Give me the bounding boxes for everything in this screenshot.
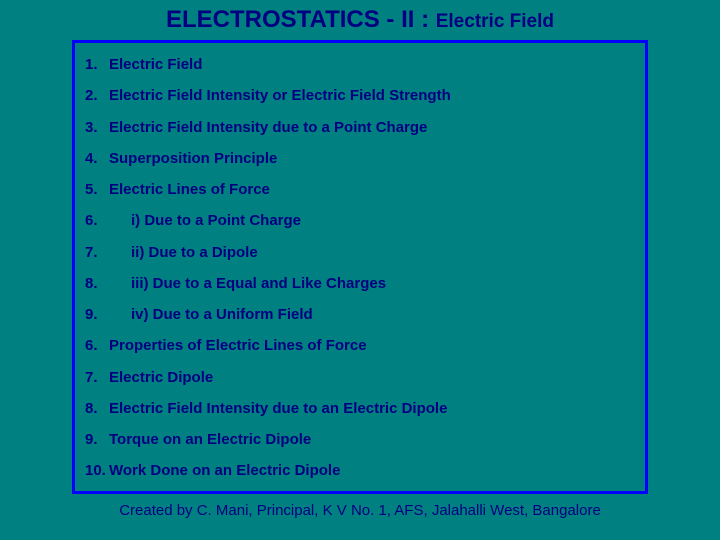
item-text: Electric Field Intensity due to an Elect…	[109, 400, 447, 417]
list-item: 3. Electric Field Intensity due to a Poi…	[83, 112, 637, 143]
item-number: 9.	[85, 431, 109, 448]
item-number: 5.	[85, 181, 109, 198]
item-text: iii) Due to a Equal and Like Charges	[109, 275, 386, 292]
title-sub: Electric Field	[436, 11, 554, 32]
item-number: 9.	[85, 306, 109, 323]
list-item: 7. ii) Due to a Dipole	[83, 237, 637, 268]
item-number: 6.	[85, 337, 109, 354]
list-item: 8. iii) Due to a Equal and Like Charges	[83, 268, 637, 299]
list-item: 9. iv) Due to a Uniform Field	[83, 299, 637, 330]
list-item: 6. i) Due to a Point Charge	[83, 205, 637, 236]
item-number: 8.	[85, 400, 109, 417]
slide-title: ELECTROSTATICS - II : Electric Field	[0, 6, 720, 34]
item-text: ii) Due to a Dipole	[109, 244, 258, 261]
item-number: 7.	[85, 369, 109, 386]
item-text: Electric Field Intensity due to a Point …	[109, 119, 427, 136]
list-item: 1. Electric Field	[83, 49, 637, 80]
item-text: Electric Field Intensity or Electric Fie…	[109, 87, 451, 104]
item-number: 10.	[85, 462, 109, 479]
title-main: ELECTROSTATICS - II :	[166, 6, 436, 33]
footer-text: Created by C. Mani, Principal, K V No. 1…	[0, 502, 720, 519]
item-number: 4.	[85, 150, 109, 167]
item-text: i) Due to a Point Charge	[109, 212, 301, 229]
item-text: Work Done on an Electric Dipole	[109, 462, 340, 479]
item-number: 6.	[85, 212, 109, 229]
item-text: iv) Due to a Uniform Field	[109, 306, 313, 323]
item-number: 1.	[85, 56, 109, 73]
item-number: 8.	[85, 275, 109, 292]
list-item: 2. Electric Field Intensity or Electric …	[83, 80, 637, 111]
item-text: Superposition Principle	[109, 150, 277, 167]
item-text: Properties of Electric Lines of Force	[109, 337, 367, 354]
item-number: 3.	[85, 119, 109, 136]
item-text: Electric Dipole	[109, 369, 213, 386]
item-number: 7.	[85, 244, 109, 261]
list-item: 9. Torque on an Electric Dipole	[83, 424, 637, 455]
slide: ELECTROSTATICS - II : Electric Field 1. …	[0, 0, 720, 540]
content-box: 1. Electric Field 2. Electric Field Inte…	[72, 40, 648, 494]
item-text: Electric Field	[109, 56, 202, 73]
list-item: 10. Work Done on an Electric Dipole	[83, 455, 637, 486]
list-item: 8. Electric Field Intensity due to an El…	[83, 393, 637, 424]
item-text: Electric Lines of Force	[109, 181, 270, 198]
list-item: 5. Electric Lines of Force	[83, 174, 637, 205]
list-item: 6. Properties of Electric Lines of Force	[83, 330, 637, 361]
item-number: 2.	[85, 87, 109, 104]
list-item: 4. Superposition Principle	[83, 143, 637, 174]
item-text: Torque on an Electric Dipole	[109, 431, 311, 448]
list-item: 7. Electric Dipole	[83, 362, 637, 393]
